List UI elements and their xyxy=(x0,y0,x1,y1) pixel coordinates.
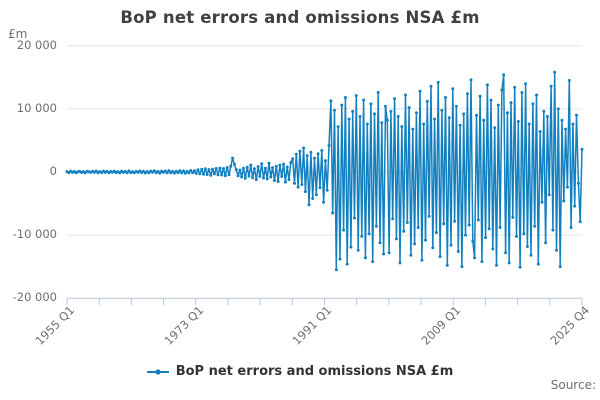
source-label: Source: xyxy=(550,378,596,392)
y-axis-tick-label: 20 000 xyxy=(16,38,57,52)
legend: BoP net errors and omissions NSA £m xyxy=(0,364,600,379)
legend-label: BoP net errors and omissions NSA £m xyxy=(175,364,454,379)
y-axis-unit-label: £m xyxy=(8,27,28,41)
y-axis-tick-label: -10 000 xyxy=(12,227,57,241)
legend-line-marker-icon xyxy=(146,368,169,375)
y-axis-tick-label: -20 000 xyxy=(12,290,57,304)
y-axis-tick-label: 10 000 xyxy=(16,101,57,115)
chart-title: BoP net errors and omissions NSA £m xyxy=(120,8,480,27)
legend-item[interactable]: BoP net errors and omissions NSA £m xyxy=(146,364,454,379)
y-axis-tick-label: 0 xyxy=(49,164,57,178)
